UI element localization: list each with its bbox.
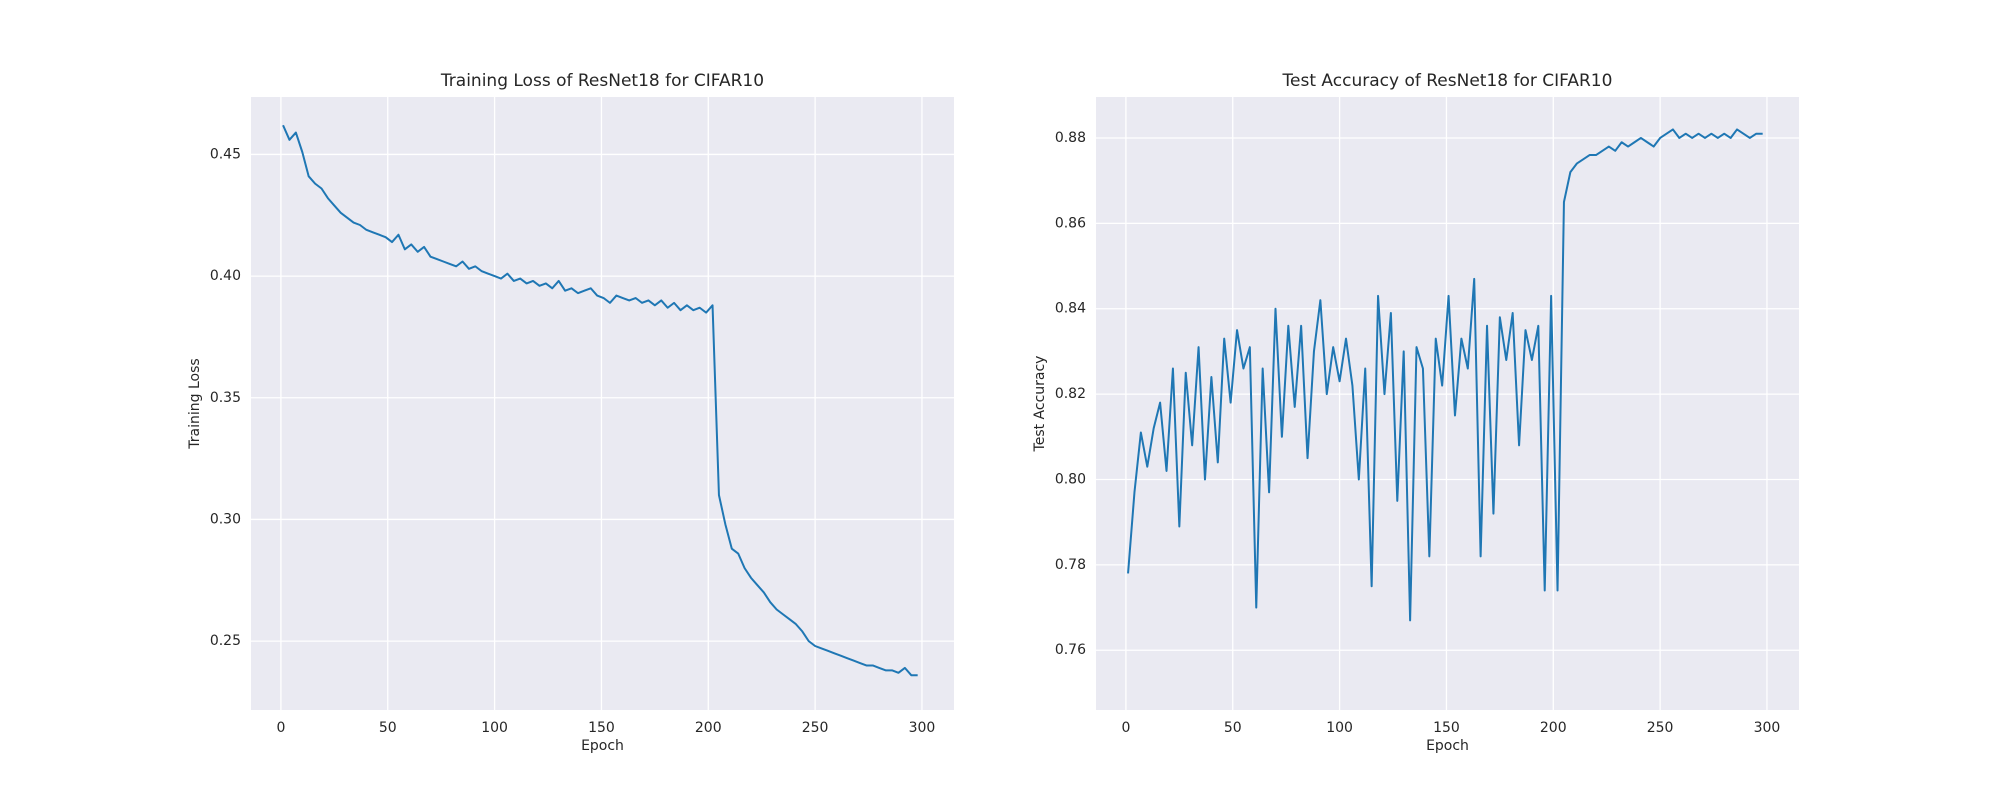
y-tick-label: 0.76: [1055, 642, 1086, 658]
x-tick-label: 300: [1754, 720, 1781, 736]
x-tick-label: 100: [1326, 720, 1353, 736]
panel: 0 50 100 150 200 250 300 0.25 0.30 0.35 0.40 0.45 Tr…: [187, 71, 954, 754]
data-line: [282, 124, 918, 677]
plot-area: [251, 97, 954, 710]
x-tick-label: 200: [695, 720, 722, 736]
x-tick-label: 250: [802, 720, 829, 736]
x-tick-label: 150: [588, 720, 615, 736]
x-tick-label: 50: [379, 720, 397, 736]
panel: 0 50 100 150 200 250 300 0.76 0.78 0.80 0.82 0.84 0.…: [1032, 71, 1799, 754]
y-tick-label: 0.35: [210, 390, 241, 406]
y-tick-label: 0.40: [210, 268, 241, 284]
y-tick-label: 0.80: [1055, 471, 1086, 487]
y-tick-label: 0.78: [1055, 557, 1086, 573]
x-tick-label: 300: [909, 720, 936, 736]
x-tick-label: 0: [1121, 720, 1130, 736]
y-tick-label: 0.84: [1055, 301, 1086, 317]
x-axis-label: Epoch: [581, 738, 624, 754]
data-line: [1127, 128, 1763, 622]
y-tick-label: 0.86: [1055, 215, 1086, 231]
y-tick-label: 0.82: [1055, 386, 1086, 402]
x-tick-label: 200: [1540, 720, 1567, 736]
y-tick-label: 0.25: [210, 633, 241, 649]
y-axis-label: Test Accuracy: [1032, 356, 1048, 453]
x-tick-label: 50: [1224, 720, 1242, 736]
y-tick-label: 0.45: [210, 146, 241, 162]
x-tick-label: 100: [481, 720, 508, 736]
x-tick-label: 250: [1647, 720, 1674, 736]
chart-title: Test Accuracy of ResNet18 for CIFAR10: [1282, 71, 1613, 91]
x-tick-label: 0: [276, 720, 285, 736]
y-tick-label: 0.30: [210, 511, 241, 527]
y-axis-label: Training Loss: [187, 358, 203, 449]
x-tick-label: 150: [1433, 720, 1460, 736]
chart-title: Training Loss of ResNet18 for CIFAR10: [440, 71, 764, 91]
y-tick-label: 0.88: [1055, 130, 1086, 146]
x-axis-label: Epoch: [1426, 738, 1469, 754]
